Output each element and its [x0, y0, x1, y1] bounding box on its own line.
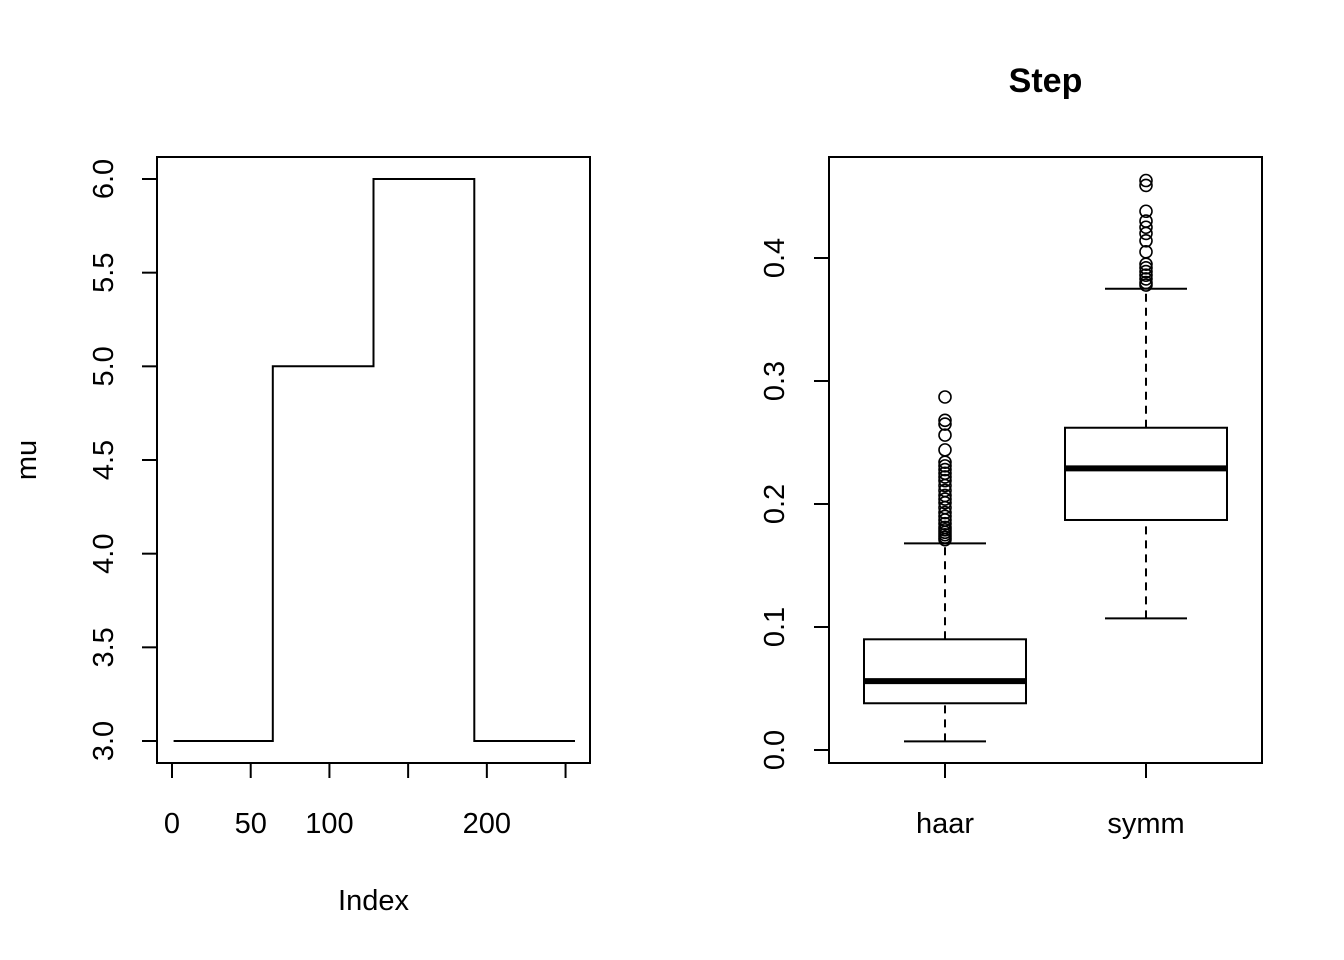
x-tick-label: symm: [1107, 808, 1184, 840]
x-tick-label: 0: [164, 808, 180, 840]
x-tick-label: 100: [305, 808, 353, 840]
y-axis: 0.0 0.1 0.2 0.3 0.4: [759, 238, 830, 770]
outlier-point: [1139, 233, 1153, 248]
y-tick-label: 0.2: [759, 484, 791, 524]
outlier-point: [1139, 261, 1153, 275]
y-tick-label: 4.5: [88, 440, 120, 480]
outlier-point: [1139, 245, 1153, 259]
outlier-point: [1139, 268, 1153, 283]
outlier-point: [938, 462, 952, 477]
x-tick-label: 50: [235, 808, 267, 840]
iqr-box: [1064, 426, 1228, 521]
x-axis-title: Index: [338, 885, 409, 917]
x-axis: 0 50 100 200: [164, 762, 567, 840]
outlier-point: [938, 417, 952, 431]
outlier-point: [938, 505, 952, 520]
outlier-point: [938, 390, 952, 404]
box-symm: [1064, 173, 1228, 620]
outlier-point: [938, 413, 952, 428]
series-line: [173, 178, 575, 742]
outlier-point: [1139, 173, 1153, 188]
outlier-point: [938, 466, 952, 481]
y-tick-label: 3.0: [88, 721, 120, 761]
y-axis-title: mu: [11, 440, 43, 480]
outlier-point: [938, 520, 952, 535]
iqr-box: [863, 638, 1027, 705]
y-tick-label: 0.3: [759, 361, 791, 401]
step-function-plot: 0 50 100 200 3.0 3.5 4.0 4.5 5.0 5.5 6.0 Index mu: [11, 156, 591, 917]
outlier-point: [938, 492, 952, 506]
y-tick-label: 0.1: [759, 607, 791, 647]
y-tick-label: 0.0: [759, 730, 791, 770]
y-tick-label: 5.0: [88, 346, 120, 386]
x-tick-label: 200: [463, 808, 511, 840]
outlier-point: [1139, 272, 1153, 286]
y-tick-label: 6.0: [88, 159, 120, 199]
outlier-point: [938, 483, 952, 498]
outlier-point: [938, 509, 952, 524]
outlier-point: [938, 443, 952, 457]
outlier-point: [938, 459, 952, 473]
boxplot-step: haar symm 0.0 0.1 0.2 0.3 0.4 Step: [759, 62, 1263, 840]
y-tick-label: 5.5: [88, 253, 120, 293]
outlier-point: [1139, 178, 1153, 193]
y-axis: 3.0 3.5 4.0 4.5 5.0 5.5 6.0: [88, 159, 158, 761]
outlier-point: [1139, 204, 1153, 219]
outlier-point: [1139, 275, 1153, 290]
outlier-point: [938, 488, 952, 503]
outlier-point: [938, 473, 952, 488]
box-haar: [863, 390, 1027, 743]
outlier-point: [1139, 264, 1153, 279]
x-axis: haar symm: [916, 762, 1185, 840]
chart-title: Step: [1009, 62, 1083, 100]
outlier-point: [938, 428, 952, 442]
y-tick-label: 4.0: [88, 534, 120, 574]
outlier-point: [1139, 220, 1153, 235]
y-tick-label: 0.4: [759, 238, 791, 278]
outlier-point: [938, 470, 952, 484]
outlier-point: [1139, 214, 1153, 228]
y-tick-label: 3.5: [88, 627, 120, 667]
outlier-point: [938, 516, 952, 531]
x-tick-label: haar: [916, 808, 974, 840]
